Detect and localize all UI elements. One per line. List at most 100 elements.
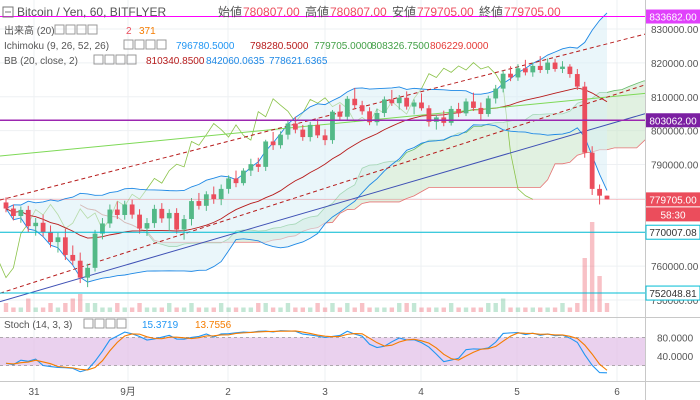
candle-body bbox=[478, 107, 484, 115]
volume-bar bbox=[63, 303, 68, 312]
badge-level-bg bbox=[646, 113, 700, 128]
volume-bar bbox=[337, 307, 343, 312]
volume-legend-buttons[interactable] bbox=[54, 24, 98, 35]
volume-value-2: 371 bbox=[139, 26, 156, 37]
candle-body bbox=[159, 208, 165, 219]
settings-icon[interactable] bbox=[104, 54, 115, 65]
settings-icon[interactable] bbox=[65, 24, 76, 35]
candle-body bbox=[537, 65, 543, 70]
volume-bar bbox=[560, 303, 565, 312]
close-icon[interactable] bbox=[145, 39, 156, 50]
stoch-tick-label: 40.0000 bbox=[657, 352, 694, 363]
volume-bar bbox=[70, 298, 75, 312]
volume-bar bbox=[85, 303, 90, 312]
volume-bar bbox=[3, 303, 9, 312]
volume-bar bbox=[211, 307, 216, 312]
volume-bar bbox=[359, 303, 365, 312]
volume-bar bbox=[263, 303, 268, 312]
volume-bar bbox=[486, 303, 491, 312]
more-icon[interactable] bbox=[156, 39, 167, 50]
candle-body bbox=[25, 209, 31, 227]
candle-body bbox=[597, 188, 602, 196]
candle-body bbox=[211, 194, 217, 200]
volume-bar bbox=[174, 307, 179, 312]
more-icon[interactable] bbox=[126, 54, 137, 65]
candle-body bbox=[330, 111, 335, 141]
time-tick-label: 5 bbox=[514, 387, 520, 398]
time-tick-label: 6 bbox=[614, 387, 620, 398]
candle-body bbox=[389, 99, 395, 104]
candle-body bbox=[166, 212, 172, 219]
candle-body bbox=[448, 108, 454, 123]
volume-legend-label: 出来高 (20) bbox=[4, 24, 55, 37]
candle-body bbox=[471, 101, 476, 108]
price-tick-label: 750000.00 bbox=[651, 296, 699, 307]
volume-bar bbox=[322, 307, 328, 312]
time-axis[interactable]: 31 9月 2 3 4 5 6 bbox=[28, 386, 620, 398]
more-icon[interactable] bbox=[87, 24, 98, 35]
candle-body bbox=[3, 202, 9, 209]
channel-line-upper bbox=[0, 33, 645, 201]
close-icon[interactable] bbox=[115, 54, 126, 65]
time-tick-label: 9月 bbox=[120, 386, 136, 398]
candle-body bbox=[419, 102, 424, 109]
eye-icon[interactable] bbox=[83, 318, 94, 329]
volume-bar bbox=[159, 307, 165, 312]
bb-lower bbox=[5, 124, 608, 283]
price-axis[interactable]: 830000.00 820000.00 810000.00 800000.00 7900… bbox=[651, 25, 699, 307]
badge-support: 770007.08 bbox=[649, 228, 697, 239]
time-tick-label: 2 bbox=[225, 387, 231, 398]
candle-body bbox=[552, 62, 558, 69]
candle-body bbox=[485, 98, 491, 115]
candle-body bbox=[226, 178, 231, 189]
volume-bar bbox=[278, 307, 283, 312]
volume-bar bbox=[530, 307, 536, 312]
candle-body bbox=[137, 214, 142, 229]
volume-bar bbox=[270, 307, 276, 312]
close-icon[interactable] bbox=[76, 24, 87, 35]
bb-value-1: 810340.8500 bbox=[146, 56, 205, 67]
time-tick-label: 3 bbox=[322, 387, 328, 398]
more-icon[interactable] bbox=[116, 318, 127, 329]
candle-body bbox=[396, 97, 402, 104]
candle-body bbox=[196, 201, 202, 206]
candle-body bbox=[404, 97, 410, 107]
stoch-legend-buttons[interactable] bbox=[83, 318, 127, 329]
eye-icon[interactable] bbox=[123, 39, 134, 50]
price-tick-label: 830000.00 bbox=[651, 25, 699, 36]
volume-bar bbox=[597, 276, 602, 312]
ichimoku-value-3: 779705.0000 bbox=[314, 41, 373, 52]
candle-body bbox=[114, 209, 120, 215]
high-value: 780807.00 bbox=[330, 5, 387, 19]
trend-lines bbox=[0, 33, 645, 303]
volume-bar bbox=[92, 303, 98, 312]
volume-bar bbox=[367, 307, 372, 312]
eye-icon[interactable] bbox=[54, 24, 65, 35]
stoch-d-value: 13.7556 bbox=[195, 320, 232, 331]
candle-body bbox=[151, 208, 157, 224]
volume-bar bbox=[137, 303, 142, 312]
settings-icon[interactable] bbox=[94, 318, 105, 329]
close-icon[interactable] bbox=[105, 318, 116, 329]
candle-body bbox=[270, 141, 276, 146]
bb-legend-buttons[interactable] bbox=[93, 54, 137, 65]
candle-body bbox=[181, 219, 187, 230]
ichimoku-legend-buttons[interactable] bbox=[123, 39, 167, 50]
volume-bar bbox=[122, 307, 127, 312]
badge-high-bg bbox=[646, 9, 700, 24]
volume-bar bbox=[508, 307, 513, 312]
candle-body bbox=[493, 88, 499, 99]
stoch-k-line bbox=[5, 330, 608, 374]
stoch-d-line bbox=[5, 330, 608, 371]
trend-line-blue bbox=[0, 113, 645, 303]
bb-legend-label: BB (20, close, 2) bbox=[4, 56, 78, 67]
candle-body bbox=[100, 223, 105, 234]
candle-body bbox=[218, 188, 224, 200]
eye-icon[interactable] bbox=[93, 54, 104, 65]
stoch-axis[interactable]: 80.0000 40.0000 bbox=[657, 333, 694, 363]
collapse-icon[interactable] bbox=[2, 6, 14, 18]
badge-high: 833682.00 bbox=[649, 13, 697, 24]
settings-icon[interactable] bbox=[134, 39, 145, 50]
